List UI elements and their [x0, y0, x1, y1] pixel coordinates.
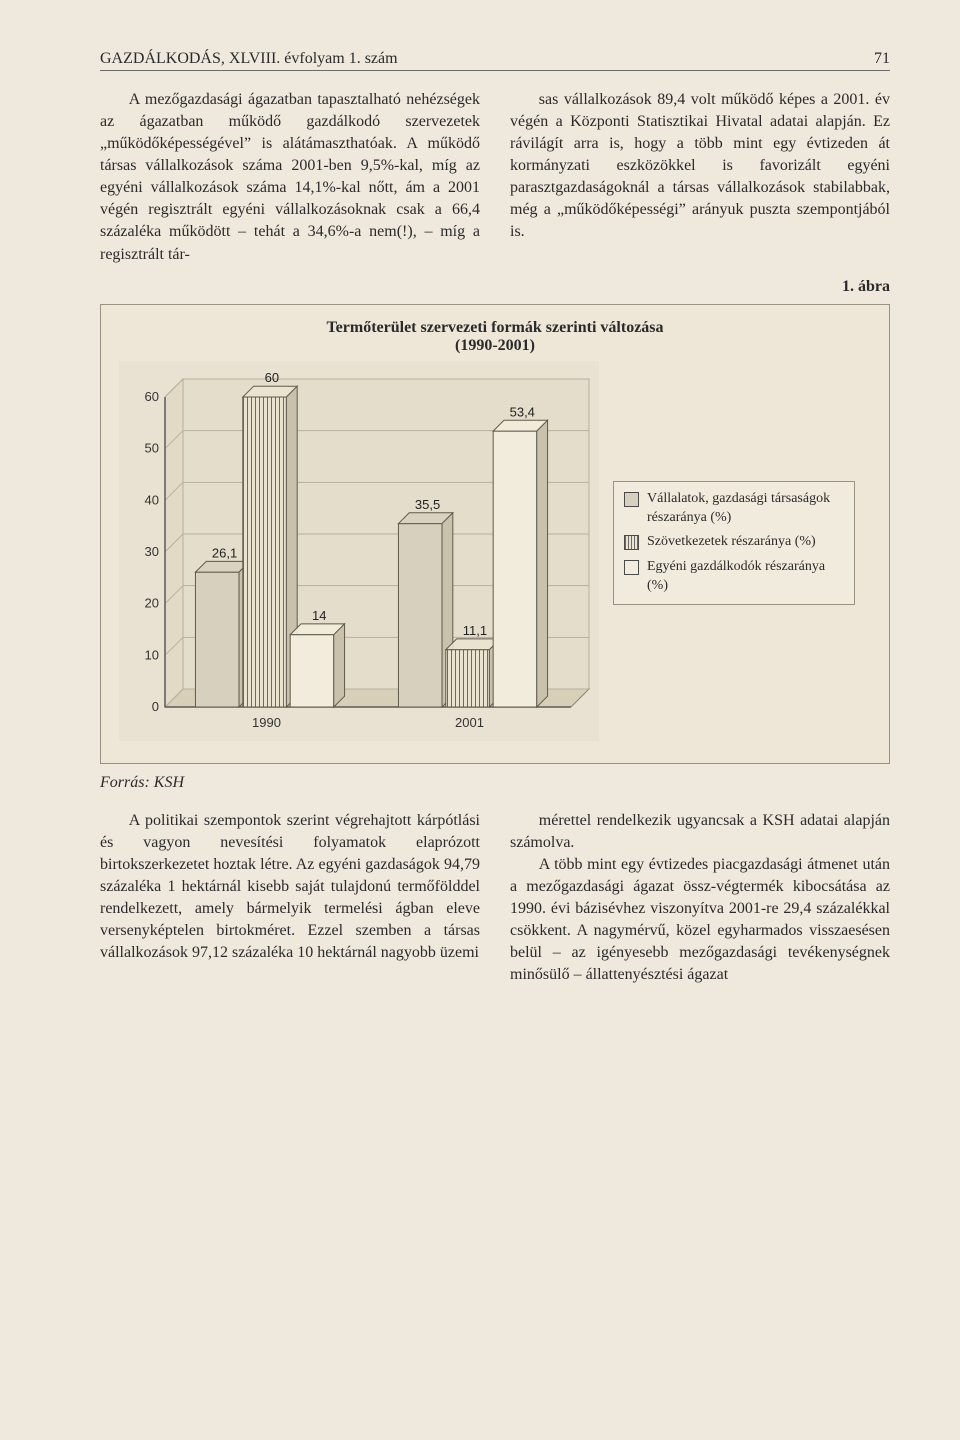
bar-chart-svg: 0 10 20 30 40 50 60 26,1 60 14 1990 35,5 11,1 53,4 200…: [119, 361, 599, 741]
svg-text:0: 0: [152, 699, 159, 714]
legend-swatch: [624, 560, 639, 575]
top-para-left: A mezőgazdasági ágazatban tapasztalható …: [100, 89, 480, 266]
page-number: 71: [874, 50, 890, 68]
header-left: GAZDÁLKODÁS, XLVIII. évfolyam 1. szám: [100, 50, 398, 68]
plot-wrap: 0 10 20 30 40 50 60 26,1 60 14 1990 35,5 11,1 53,4 200…: [119, 361, 599, 741]
svg-text:35,5: 35,5: [415, 496, 440, 511]
source-text: Forrás: KSH: [100, 774, 184, 791]
chart-title: Termőterület szervezeti formák szerinti …: [119, 319, 871, 355]
chart-title-line2: (1990-2001): [455, 337, 535, 354]
svg-text:14: 14: [312, 607, 326, 622]
bottom-paragraph-columns: A politikai szempontok szerint végrehajt…: [100, 810, 890, 987]
legend: Vállalatok, gazdasági társaságok részará…: [613, 481, 855, 605]
legend-label: Egyéni gazdálkodók részaránya (%): [647, 558, 844, 596]
legend-label: Vállalatok, gazdasági társaságok részará…: [647, 490, 844, 528]
bot-para-left: A politikai szempontok szerint végrehajt…: [100, 810, 480, 965]
legend-swatch: [624, 492, 639, 507]
bot-para-right: mérettel rendelkezik ugyancsak a KSH ada…: [510, 810, 890, 987]
svg-text:11,1: 11,1: [463, 622, 487, 637]
source-note: Forrás: KSH: [100, 774, 890, 792]
top-para-right: sas vállalkozások 89,4 volt működő képes…: [510, 89, 890, 244]
svg-text:26,1: 26,1: [212, 545, 237, 560]
svg-text:2001: 2001: [455, 715, 484, 730]
svg-text:20: 20: [145, 595, 159, 610]
legend-swatch: [624, 535, 639, 550]
svg-text:40: 40: [145, 492, 159, 507]
chart-frame: Termőterület szervezeti formák szerinti …: [100, 304, 890, 764]
legend-label: Szövetkezetek részaránya (%): [647, 533, 816, 552]
chart-body: 0 10 20 30 40 50 60 26,1 60 14 1990 35,5 11,1 53,4 200…: [119, 361, 871, 741]
running-header: GAZDÁLKODÁS, XLVIII. évfolyam 1. szám 71: [100, 50, 890, 71]
svg-text:60: 60: [265, 370, 279, 385]
top-paragraph-columns: A mezőgazdasági ágazatban tapasztalható …: [100, 89, 890, 266]
page: GAZDÁLKODÁS, XLVIII. évfolyam 1. szám 71…: [0, 0, 960, 1440]
legend-row: Egyéni gazdálkodók részaránya (%): [624, 558, 844, 596]
svg-text:1990: 1990: [252, 715, 281, 730]
chart-title-line1: Termőterület szervezeti formák szerinti …: [326, 319, 663, 336]
svg-text:60: 60: [145, 389, 159, 404]
legend-row: Szövetkezetek részaránya (%): [624, 533, 844, 552]
svg-text:30: 30: [145, 544, 159, 559]
figure-label: 1. ábra: [100, 278, 890, 296]
svg-text:50: 50: [145, 440, 159, 455]
legend-row: Vállalatok, gazdasági társaságok részará…: [624, 490, 844, 528]
svg-text:10: 10: [145, 647, 159, 662]
svg-text:53,4: 53,4: [510, 404, 535, 419]
